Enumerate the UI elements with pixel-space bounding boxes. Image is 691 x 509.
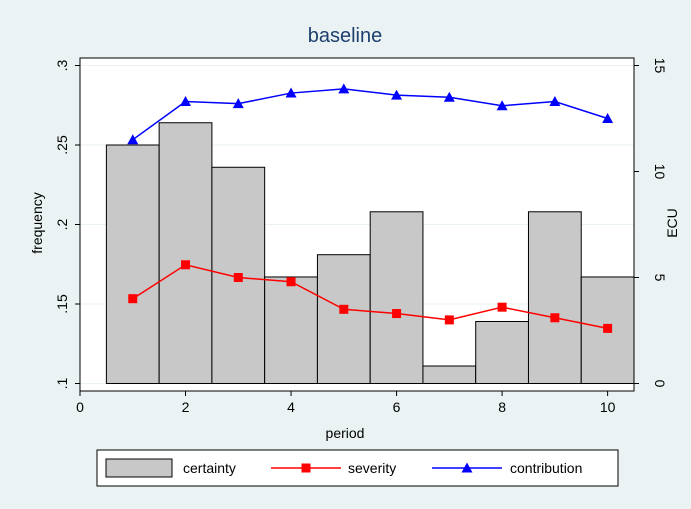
bar xyxy=(316,254,371,384)
x-tick-label: 6 xyxy=(393,399,401,415)
x-tick-label: 2 xyxy=(182,399,190,415)
x-tick-label: 8 xyxy=(498,399,506,415)
left-y-tick-label: .3 xyxy=(54,59,70,71)
legend-label-certainty: certainty xyxy=(183,460,236,476)
left-y-tick-label: .2 xyxy=(54,218,70,230)
x-axis-label: period xyxy=(326,425,365,441)
legend-marker-severity xyxy=(301,463,311,473)
chart-title: baseline xyxy=(308,25,383,47)
right-y-tick-label: 5 xyxy=(652,274,668,282)
severity-point xyxy=(550,313,560,323)
bar xyxy=(105,144,160,384)
severity-point xyxy=(444,315,454,325)
bar xyxy=(369,211,424,384)
contribution-point xyxy=(391,89,403,100)
severity-point xyxy=(603,323,613,333)
bar xyxy=(158,122,213,385)
contribution-point xyxy=(127,134,139,145)
severity-point xyxy=(339,304,349,314)
severity-point xyxy=(497,302,507,312)
left-y-tick-label: .1 xyxy=(54,377,70,389)
legend-marker-contribution xyxy=(461,462,473,473)
contribution-point xyxy=(285,87,297,98)
x-tick-label: 10 xyxy=(600,399,616,415)
bar xyxy=(264,276,318,384)
right-axis-label: ECU xyxy=(664,208,680,238)
x-tick-label: 4 xyxy=(287,399,295,415)
contribution-point xyxy=(338,83,350,94)
severity-point xyxy=(233,273,243,282)
severity-point xyxy=(128,294,138,304)
contribution-point xyxy=(549,96,561,107)
severity-line xyxy=(132,263,608,330)
left-y-tick-label: .15 xyxy=(54,294,70,314)
legend-label-contribution: contribution xyxy=(510,460,582,476)
right-y-tick-label: 0 xyxy=(652,380,668,388)
legend-label-severity: severity xyxy=(348,460,396,476)
left-y-tick-label: .25 xyxy=(54,135,70,155)
severity-point xyxy=(286,277,296,287)
bar xyxy=(527,211,582,384)
legend xyxy=(96,449,619,487)
contribution-point xyxy=(232,98,244,109)
bar xyxy=(475,320,529,384)
contribution-point xyxy=(496,100,508,111)
bar xyxy=(422,365,477,385)
right-y-tick-label: 10 xyxy=(652,164,668,180)
contribution-point xyxy=(180,96,192,107)
legend-swatch-certainty xyxy=(105,458,173,478)
contribution-line xyxy=(132,88,608,141)
contribution-point xyxy=(443,91,455,102)
severity-point xyxy=(392,309,402,319)
right-y-tick-label: 15 xyxy=(652,58,668,74)
left-axis-label: frequency xyxy=(29,192,45,253)
severity-point xyxy=(181,260,191,270)
contribution-point xyxy=(602,113,614,123)
x-tick-label: 0 xyxy=(76,399,84,415)
